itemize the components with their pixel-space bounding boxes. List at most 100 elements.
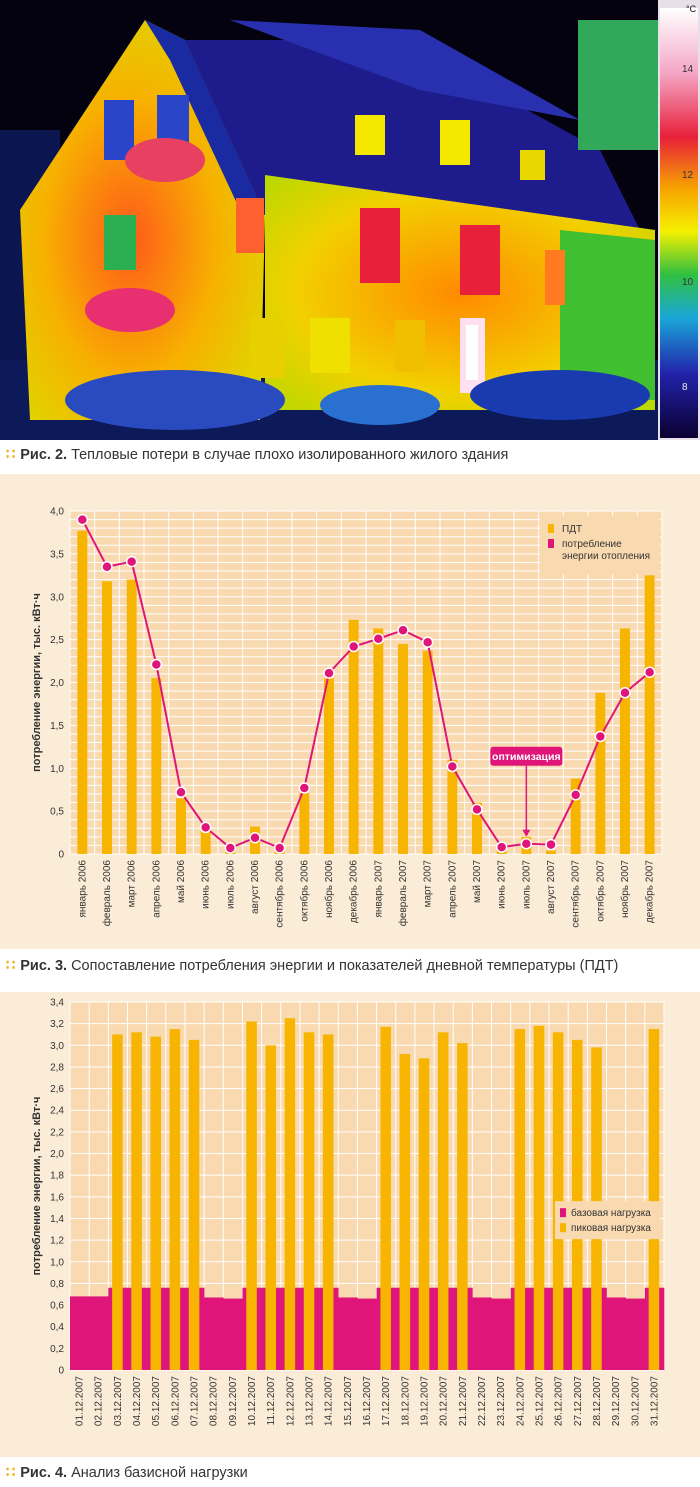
- x-tick-label: 16.12.2007: [362, 1376, 373, 1426]
- y-tick-label: 3,0: [50, 1041, 64, 1052]
- base-load-chart: 0 0,2 0,4 0,6 0,8 1,0 1,2 1,4 1,6 1,8 2,0 2,2 2,4 2,6…: [31, 998, 665, 1426]
- y-tick-label: 0,5: [50, 807, 64, 818]
- scale-unit-label: °C: [686, 4, 697, 14]
- point-сентябрь 2006: [273, 842, 286, 854]
- y-tick-label: 2,0: [50, 678, 64, 689]
- legend-label-pdt: ПДТ: [562, 524, 582, 535]
- y-axis-label: потребление энергии, тыс. кВт·ч: [31, 1097, 43, 1276]
- y-tick-label: 0,8: [50, 1279, 64, 1290]
- x-tick-label: 23.12.2007: [496, 1376, 507, 1426]
- x-tick-label: ноябрь 2006: [323, 860, 335, 918]
- y-tick-label: 0: [58, 1366, 64, 1377]
- scale-tick-14: 14: [682, 64, 694, 75]
- point-апрель 2006: [150, 658, 163, 671]
- thermal-house-picture: °C 14 12 10 8: [0, 0, 700, 440]
- x-tick-label: август 2006: [250, 860, 261, 914]
- base-bar-09.12.2007: [223, 1298, 243, 1370]
- legend-swatch-pdt: [548, 524, 554, 533]
- bar-октябрь 2006: [299, 793, 310, 854]
- x-tick-label: 26.12.2007: [554, 1376, 565, 1426]
- bar-январь 2007: [373, 628, 384, 854]
- point-октябрь 2007: [594, 730, 607, 743]
- energy-vs-dd-chart: 0 0,5 1,0 1,5 2,0 2,5 3,0 3,5 4,0 потребление эне…: [31, 507, 663, 928]
- bar-март 2007: [422, 650, 433, 854]
- peak-bar-31.12.2007: [648, 1029, 660, 1370]
- peak-bar-11.12.2007: [265, 1045, 276, 1370]
- scale-tick-8: 8: [682, 382, 688, 393]
- legend-box: [555, 1201, 660, 1240]
- x-tick-label: 27.12.2007: [573, 1376, 584, 1426]
- y-axis-label: потребление энергии, тыс. кВт·ч: [31, 593, 43, 772]
- x-tick-label: август 2007: [546, 860, 557, 914]
- bar-сентябрь 2007: [570, 778, 581, 854]
- base-bar-22.12.2007: [472, 1297, 492, 1370]
- point-июль 2007: [520, 837, 533, 850]
- point-декабрь 2007: [643, 666, 656, 678]
- bar-май 2007: [472, 802, 482, 854]
- caption-bullet-icon: ∷: [6, 958, 15, 974]
- base-bar-23.12.2007: [491, 1298, 512, 1370]
- y-tick-label: 2,5: [50, 635, 64, 646]
- legend-box: [540, 516, 660, 574]
- bar-август 2007: [546, 850, 556, 854]
- x-tick-label: 31.12.2007: [649, 1376, 660, 1426]
- annotation-arrow-icon: [522, 829, 531, 837]
- point-сентябрь 2007: [569, 789, 582, 801]
- y-tick-label: 0: [58, 850, 64, 861]
- y-tick-label: 3,5: [50, 549, 64, 560]
- x-tick-label: 30.12.2007: [630, 1376, 641, 1426]
- y-tick-label: 0,2: [50, 1344, 64, 1355]
- peak-bar-14.12.2007: [322, 1034, 334, 1370]
- peak-bar-03.12.2007: [112, 1034, 123, 1370]
- peak-bar-18.12.2007: [399, 1053, 411, 1370]
- y-tick-label: 2,0: [50, 1149, 64, 1160]
- x-tick-label: 25.12.2007: [534, 1376, 545, 1426]
- x-tick-label: март 2006: [127, 860, 138, 908]
- y-tick-label: 3,0: [50, 592, 64, 603]
- bar-декабрь 2006: [348, 619, 359, 854]
- x-tick-label: 18.12.2007: [400, 1376, 411, 1426]
- figure-2-caption: ∷ Рис. 2. Тепловые потери в случае плохо …: [6, 447, 508, 463]
- figure-4-text: Анализ базисной нагрузки: [71, 1465, 248, 1481]
- figure-3-text: Сопоставление потребления энергии и пока…: [71, 958, 619, 974]
- bar-июнь 2006: [200, 828, 211, 854]
- legend-label-heating-line: энергии отопления: [562, 551, 650, 562]
- y-tick-label: 2,2: [50, 1127, 64, 1138]
- x-tick-label: июнь 2006: [201, 860, 212, 909]
- x-tick-label: декабрь 2007: [644, 860, 656, 924]
- y-tick-label: 2,4: [50, 1106, 64, 1117]
- x-tick-label: 04.12.2007: [132, 1376, 143, 1426]
- peak-bar-21.12.2007: [457, 1043, 468, 1370]
- x-tick-label: февраль 2006: [101, 860, 113, 927]
- peak-bar-05.12.2007: [150, 1036, 162, 1370]
- x-tick-label: 14.12.2007: [324, 1376, 335, 1426]
- point-февраль 2007: [397, 624, 409, 636]
- x-tick-label: май 2006: [176, 860, 187, 903]
- x-tick-label: февраль 2007: [397, 860, 409, 927]
- x-tick-label: 07.12.2007: [190, 1376, 201, 1426]
- y-tick-label: 3,2: [50, 1019, 64, 1030]
- legend-label-heating-line: потребление: [562, 538, 622, 550]
- y-tick-label: 1,0: [50, 1257, 64, 1268]
- x-tick-label: 22.12.2007: [477, 1376, 488, 1426]
- y-tick-label: 1,8: [50, 1171, 64, 1182]
- x-tick-label: 29.12.2007: [611, 1376, 622, 1426]
- x-tick-label: 15.12.2007: [343, 1376, 354, 1426]
- bar-ноябрь 2006: [324, 678, 334, 854]
- point-декабрь 2006: [347, 640, 360, 653]
- point-февраль 2006: [101, 560, 113, 573]
- thermal-image: °C 14 12 10 8: [0, 0, 700, 440]
- annotation-box: [490, 746, 563, 766]
- x-tick-label: 11.12.2007: [266, 1376, 277, 1426]
- bar-ноябрь 2007: [620, 628, 630, 854]
- figure-3-panel: 0 0,5 1,0 1,5 2,0 2,5 3,0 3,5 4,0 потребление эне…: [0, 474, 700, 949]
- peak-bar-12.12.2007: [284, 1018, 296, 1370]
- base-bar-15.12.2007: [338, 1297, 358, 1370]
- bar-декабрь 2007: [644, 575, 655, 854]
- y-tick-label: 0,6: [50, 1301, 64, 1312]
- x-tick-label: сентябрь 2007: [570, 860, 582, 928]
- bar-октябрь 2007: [595, 692, 606, 854]
- legend-swatch-heating: [548, 539, 554, 548]
- x-tick-label: ноябрь 2007: [619, 860, 631, 918]
- x-tick-label: 17.12.2007: [381, 1376, 392, 1426]
